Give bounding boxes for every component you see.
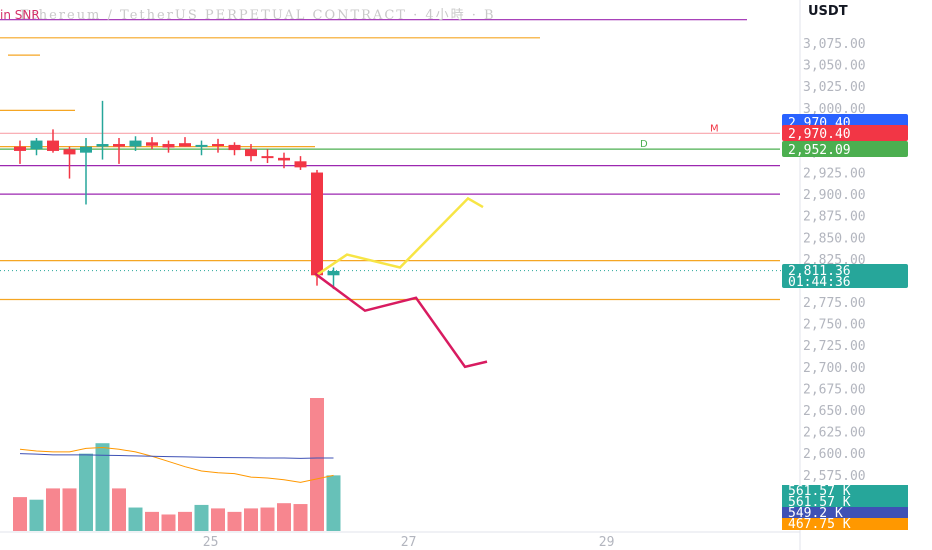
price-tick-label: 2,900.00 (803, 188, 866, 203)
volume-tag-label: 467.75 K (788, 517, 851, 532)
price-tick-label: 3,050.00 (803, 59, 866, 74)
candle-body[interactable] (30, 140, 43, 150)
volume-bar (145, 511, 159, 531)
price-tag (782, 141, 908, 157)
volume-tag (782, 518, 908, 530)
time-tick-label: 27 (401, 535, 417, 550)
candle-body[interactable] (294, 161, 307, 168)
volume-bar (95, 443, 110, 531)
candle-body[interactable] (228, 144, 241, 151)
line-label: M (710, 123, 719, 134)
candle-body[interactable] (311, 172, 323, 276)
candle-body[interactable] (63, 149, 76, 155)
volume-bar (29, 499, 44, 531)
price-tick-label: 2,750.00 (803, 318, 866, 333)
time-tick-label: 25 (203, 535, 219, 550)
candle-body[interactable] (245, 149, 257, 157)
price-tick-label: 2,675.00 (803, 382, 866, 397)
forecast-bullish-path[interactable] (314, 196, 484, 278)
volume-bar (161, 514, 176, 531)
candle-body[interactable] (113, 144, 125, 147)
price-tick-label: 2,700.00 (803, 361, 866, 376)
candle-body[interactable] (261, 156, 274, 159)
volume-ma-orange (19, 447, 334, 483)
candle-body[interactable] (14, 146, 26, 151)
price-tick-label: 2,575.00 (803, 469, 866, 484)
candle-body[interactable] (80, 146, 92, 153)
volume-tag (782, 507, 908, 519)
time-tick-label: 29 (599, 535, 615, 550)
volume-tag (782, 496, 908, 508)
currency-label[interactable]: USDT (808, 4, 848, 19)
volume-bar (260, 507, 275, 531)
price-tick-label: 3,000.00 (803, 102, 866, 117)
candle-body[interactable] (96, 144, 109, 147)
candle-body[interactable] (162, 144, 175, 148)
volume-bar (62, 488, 77, 531)
countdown-label: 01:44:36 (788, 275, 851, 290)
volume-bar (244, 508, 258, 531)
volume-tag (782, 485, 908, 497)
price-tag-label: 2,970.40 (788, 127, 851, 142)
volume-bar (178, 511, 192, 531)
candle-body[interactable] (327, 270, 340, 276)
candle-body[interactable] (146, 142, 158, 146)
price-tick-label: 2,650.00 (803, 404, 866, 419)
volume-bar (112, 488, 126, 531)
volume-bar (128, 507, 143, 531)
price-tick-label: 2,875.00 (803, 210, 866, 225)
volume-bar (194, 504, 209, 531)
candle-body[interactable] (212, 144, 224, 147)
volume-bar (310, 398, 324, 531)
volume-ma-blue (19, 453, 334, 459)
candle-body[interactable] (195, 144, 208, 147)
volume-bar (46, 488, 60, 531)
price-tick-label: 3,075.00 (803, 37, 866, 52)
last-price-tag (782, 264, 908, 288)
candle-body[interactable] (179, 143, 191, 147)
price-tag (782, 125, 908, 141)
volume-bar (211, 508, 225, 531)
price-tick-label: 2,850.00 (803, 231, 866, 246)
volume-bar (293, 504, 308, 531)
volume-bar (326, 475, 341, 531)
price-tick-label: 2,625.00 (803, 426, 866, 441)
price-tick-label: 2,725.00 (803, 339, 866, 354)
last-price-label: 2,811.36 (788, 264, 851, 279)
volume-bar (277, 503, 291, 531)
candle-body[interactable] (47, 140, 59, 151)
volume-tag-label: 561.57 K (788, 495, 851, 510)
volume-bar (227, 511, 242, 531)
candle-body[interactable] (278, 157, 290, 161)
volume-tag-label: 561.57 K (788, 484, 851, 499)
forecast-bearish-path[interactable] (314, 272, 488, 369)
symbol-watermark: Ethereum / TetherUS PERPETUAL CONTRACT ·… (20, 8, 496, 23)
volume-bar (13, 497, 27, 531)
line-label: D (640, 139, 648, 150)
price-tick-label: 3,025.00 (803, 80, 866, 95)
price-tick-label: 2,775.00 (803, 296, 866, 311)
price-tick-label: 2,600.00 (803, 447, 866, 462)
indicator-label: in SNR (0, 8, 40, 22)
price-tick-label: 2,925.00 (803, 167, 866, 182)
price-tag-label: 2,952.09 (788, 143, 851, 158)
volume-bar (79, 453, 93, 531)
candle-body[interactable] (129, 140, 142, 147)
volume-tag-label: 549.2 K (788, 506, 843, 521)
